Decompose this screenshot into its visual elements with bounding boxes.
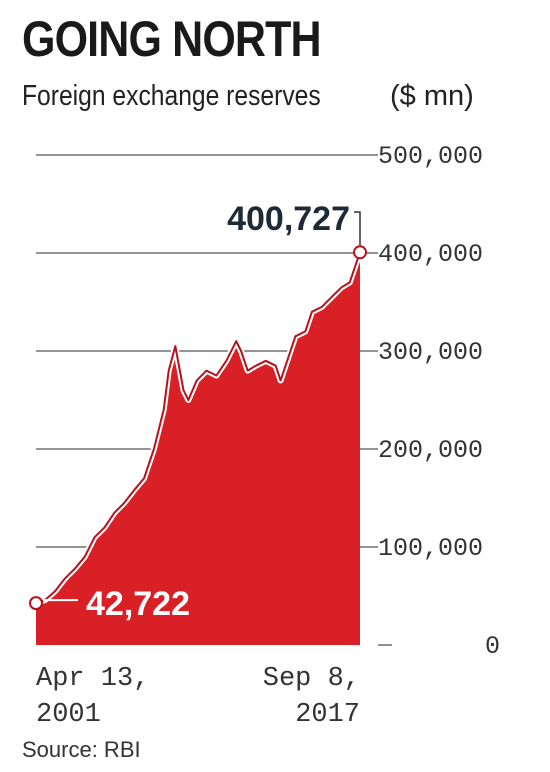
end-leader-line (354, 211, 361, 246)
annotations: 42,722 400,727 (29, 200, 367, 623)
y-tick-label: 200,000 (378, 436, 483, 465)
reserves-area (36, 252, 360, 646)
chart-subtitle: Foreign exchange reserves (22, 80, 321, 112)
x-start-label: 2001 (36, 700, 101, 730)
x-end-label: 2017 (295, 700, 360, 730)
y-tick-label: 100,000 (378, 534, 483, 563)
y-axis: 0 100,000 200,000 300,000 400,000 500,000 (378, 142, 500, 661)
end-point-marker (353, 245, 367, 260)
x-axis: Apr 13, 2001 Sep 8, 2017 (36, 664, 360, 730)
start-value-label: 42,722 (86, 585, 190, 623)
end-value-label: 400,727 (227, 200, 350, 238)
y-tick-label: 500,000 (378, 142, 483, 171)
y-tick-label: 400,000 (378, 240, 483, 269)
chart-title: GOING NORTH (22, 11, 322, 67)
x-start-label: Apr 13, (36, 664, 149, 694)
start-point-marker (29, 596, 43, 611)
source-note: Source: RBI (22, 737, 141, 762)
y-tick-label: 0 (485, 632, 500, 661)
reserves-line (35, 251, 361, 605)
unit-label: ($ mn) (390, 80, 474, 112)
x-end-label: Sep 8, (263, 664, 360, 694)
y-tick-label: 300,000 (378, 338, 483, 367)
